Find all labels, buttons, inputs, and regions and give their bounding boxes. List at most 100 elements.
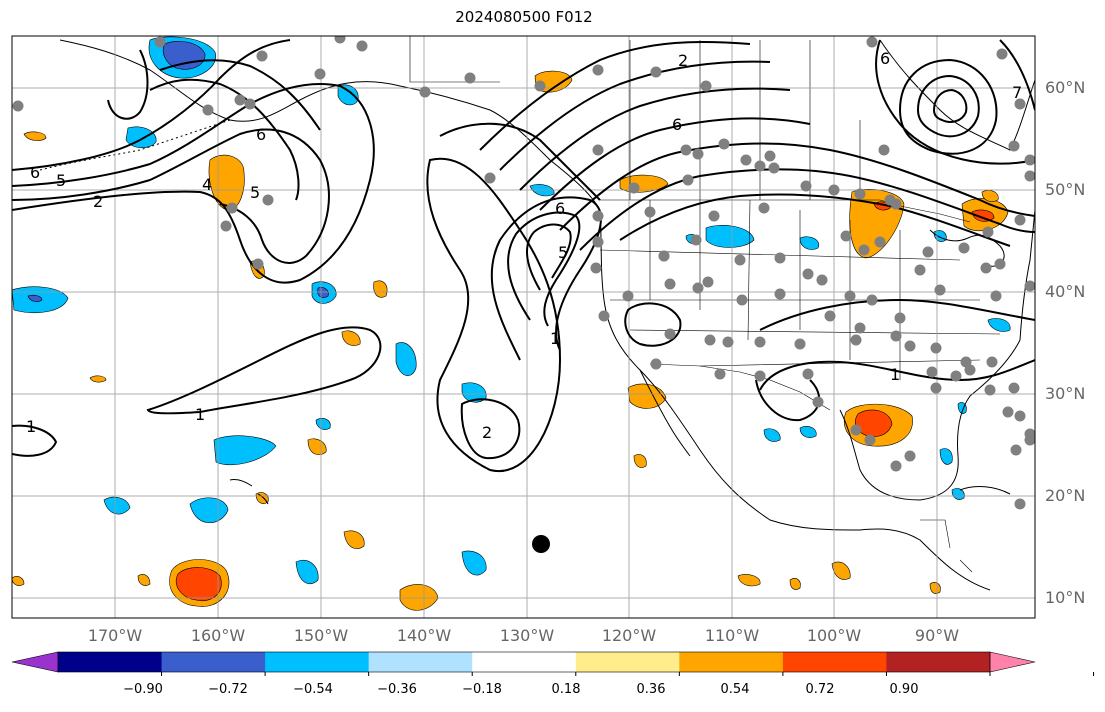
station-dot: [812, 396, 824, 408]
lon-label-90w: 90°W: [914, 626, 960, 645]
contour-low-hudson-2: [916, 74, 980, 138]
contour-bering-b: [12, 83, 375, 284]
station-dot: [220, 220, 232, 232]
contour-label: 1: [550, 329, 560, 348]
colorbar-bin: [886, 652, 991, 672]
station-dot: [758, 202, 770, 214]
station-dot: [592, 64, 604, 76]
lat-label-30n: 30°N: [1045, 384, 1086, 403]
border-canada-prov: [629, 40, 861, 200]
station-dot: [534, 80, 546, 92]
station-dot: [644, 206, 656, 218]
station-dot: [1024, 280, 1035, 292]
station-dot: [958, 242, 970, 254]
contour-bering-e: [159, 59, 321, 131]
contour-label: 1: [890, 365, 900, 384]
station-dot: [1024, 154, 1035, 166]
station-dot: [764, 150, 776, 162]
contour-1-west: [146, 326, 382, 415]
station-dot: [824, 310, 836, 322]
station-dot: [484, 172, 496, 184]
contour-jet-a: [479, 40, 751, 151]
anomaly-shading: [12, 36, 1011, 611]
station-dot: [914, 264, 926, 276]
station-dot: [890, 330, 902, 342]
anomaly-red-trop1: [176, 567, 222, 602]
station-dot: [680, 144, 692, 156]
colorbar-border: [57, 651, 991, 673]
colorbar-extend-high: [989, 651, 1036, 673]
station-dot: [950, 370, 962, 382]
station-dot: [802, 368, 814, 380]
coastline-hawaii: [229, 479, 269, 505]
anomaly-blue-npac10: [315, 418, 331, 430]
station-dot: [858, 244, 870, 256]
station-dot: [1014, 410, 1026, 422]
station-dot: [154, 36, 166, 48]
colorbar-tick-label: 0.54: [720, 682, 750, 697]
station-dot: [884, 194, 896, 206]
station-dot: [866, 36, 878, 48]
anomaly-blue-mx: [763, 428, 781, 442]
station-dot: [986, 356, 998, 368]
contour-label: 2: [678, 51, 688, 70]
station-dot: [934, 284, 946, 296]
station-dot: [700, 80, 712, 92]
station-dot: [658, 250, 670, 262]
anomaly-orange-small1: [23, 131, 47, 141]
anomaly-orange-ca: [929, 582, 941, 594]
colorbar-tick-label: −0.90: [123, 682, 163, 697]
colorbar: [11, 651, 1095, 676]
station-dot: [1010, 444, 1022, 456]
station-dot: [844, 290, 856, 302]
lat-label-20n: 20°N: [1045, 486, 1086, 505]
colorbar-bin: [58, 652, 163, 672]
station-dot: [802, 268, 814, 280]
anomaly-blue-ne: [799, 236, 820, 250]
station-dot: [1014, 214, 1026, 226]
anomaly-blue-hawaii1: [103, 496, 131, 515]
contour-jet-f: [579, 168, 1035, 251]
station-dot: [650, 358, 662, 370]
station-dot: [234, 94, 246, 106]
station-dot: [650, 66, 662, 78]
contour-jet-b: [499, 60, 771, 171]
station-dot: [628, 182, 640, 194]
station-dot: [794, 338, 806, 350]
contour-label: 7: [1012, 83, 1022, 102]
contour-lines: [12, 39, 1035, 473]
station-dot: [1024, 170, 1035, 182]
contour-jet-c: [519, 87, 791, 191]
anomaly-darkblue-npac2: [317, 287, 329, 298]
colorbar-bin: [782, 652, 887, 672]
contour-texas-low: [755, 379, 821, 422]
center-marker: [532, 535, 550, 553]
contour-alaska-ring: [107, 49, 149, 120]
station-dot: [816, 274, 828, 286]
lat-label-60n: 60°N: [1045, 78, 1086, 97]
contour-label: 6: [256, 125, 266, 144]
station-dot: [850, 424, 862, 436]
anomaly-blue-tx: [799, 426, 817, 438]
map-title: 2024080500 F012: [455, 8, 593, 26]
station-dot: [692, 148, 704, 160]
station-dot: [736, 294, 748, 306]
anomaly-blue-mt: [705, 225, 755, 248]
station-dot: [754, 370, 766, 382]
anomaly-orange-mx5: [789, 578, 801, 590]
anomaly-orange-trop2: [343, 530, 365, 549]
lon-label-140w: 140°W: [396, 626, 452, 645]
anomaly-blue-gulf2: [939, 448, 953, 465]
anomaly-orange-npac5: [341, 330, 361, 346]
anomaly-orange-npac4: [373, 280, 388, 298]
contour-trough-3: [525, 223, 572, 291]
station-dot: [682, 174, 694, 186]
lon-label-160w: 160°W: [190, 626, 246, 645]
anomaly-blue-npac6: [395, 342, 417, 376]
station-dot: [866, 294, 878, 306]
colorbar-tick-label: −0.18: [462, 682, 502, 697]
station-dot: [878, 144, 890, 156]
contour-midwest: [759, 298, 1035, 331]
contour-north-1: [439, 122, 601, 201]
